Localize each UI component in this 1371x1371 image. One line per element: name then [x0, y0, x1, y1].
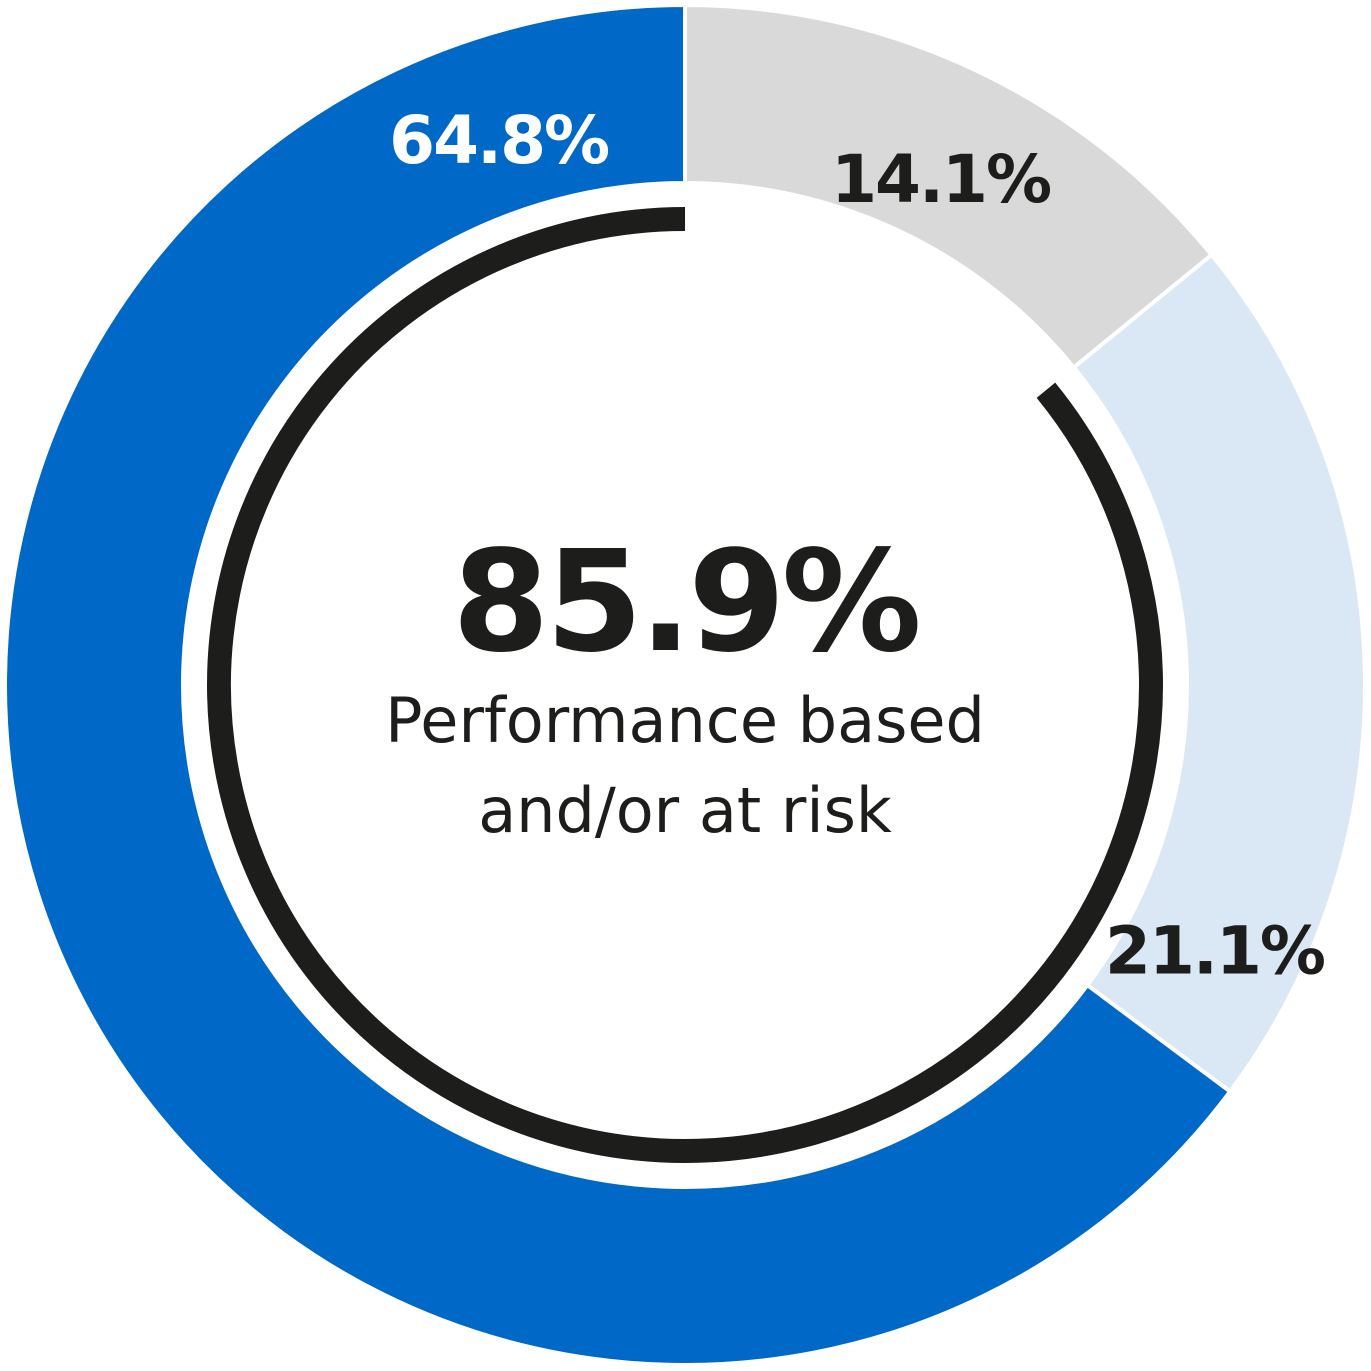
center-progress-arc — [207, 207, 1163, 1163]
donut-slice-3 — [3, 2, 1233, 1367]
center-value: 85.9% — [452, 521, 918, 684]
slice-labels: 14.1% 21.1% 64.8% — [389, 102, 1327, 989]
center-caption-line1: Performance based — [385, 684, 985, 757]
slice-label-3: 64.8% — [389, 102, 609, 179]
donut-slices — [3, 2, 1367, 1367]
center-caption-line2: and/or at risk — [478, 774, 892, 847]
slice-label-1: 14.1% — [831, 141, 1051, 218]
slice-label-2: 21.1% — [1105, 912, 1325, 989]
donut-slice-2 — [1070, 252, 1367, 1095]
